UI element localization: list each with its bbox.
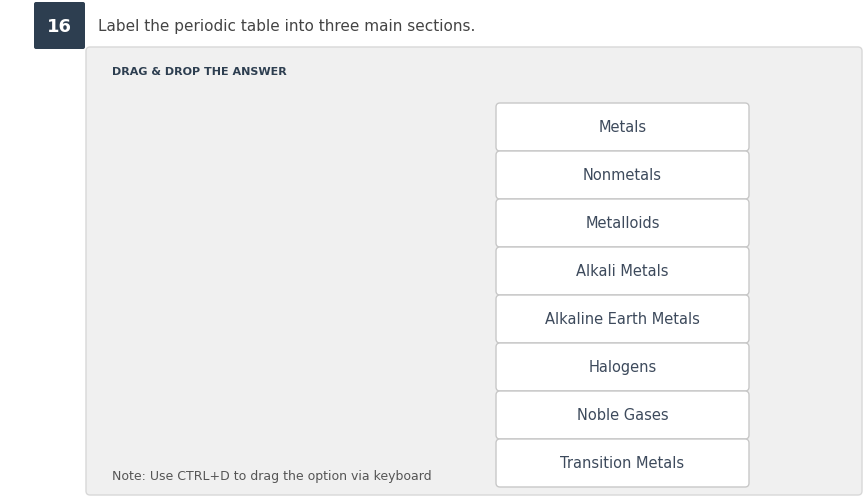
FancyBboxPatch shape (496, 247, 749, 296)
Text: Label the periodic table into three main sections.: Label the periodic table into three main… (98, 19, 476, 34)
Text: Alkali Metals: Alkali Metals (576, 264, 669, 279)
Text: Nonmetals: Nonmetals (583, 168, 662, 183)
FancyBboxPatch shape (496, 439, 749, 487)
Text: Metalloids: Metalloids (586, 216, 660, 231)
Text: Alkaline Earth Metals: Alkaline Earth Metals (545, 312, 700, 327)
Text: Note: Use CTRL+D to drag the option via keyboard: Note: Use CTRL+D to drag the option via … (112, 469, 432, 482)
FancyBboxPatch shape (34, 3, 85, 50)
FancyBboxPatch shape (496, 104, 749, 152)
FancyBboxPatch shape (496, 343, 749, 391)
FancyBboxPatch shape (86, 48, 862, 495)
FancyBboxPatch shape (496, 199, 749, 247)
Text: Halogens: Halogens (588, 360, 657, 375)
Text: Noble Gases: Noble Gases (577, 408, 669, 423)
Text: DRAG & DROP THE ANSWER: DRAG & DROP THE ANSWER (112, 67, 287, 77)
FancyBboxPatch shape (496, 391, 749, 439)
Text: Metals: Metals (599, 120, 646, 135)
Text: Transition Metals: Transition Metals (561, 455, 684, 470)
FancyBboxPatch shape (496, 296, 749, 343)
Text: 16: 16 (47, 18, 72, 36)
FancyBboxPatch shape (496, 152, 749, 199)
